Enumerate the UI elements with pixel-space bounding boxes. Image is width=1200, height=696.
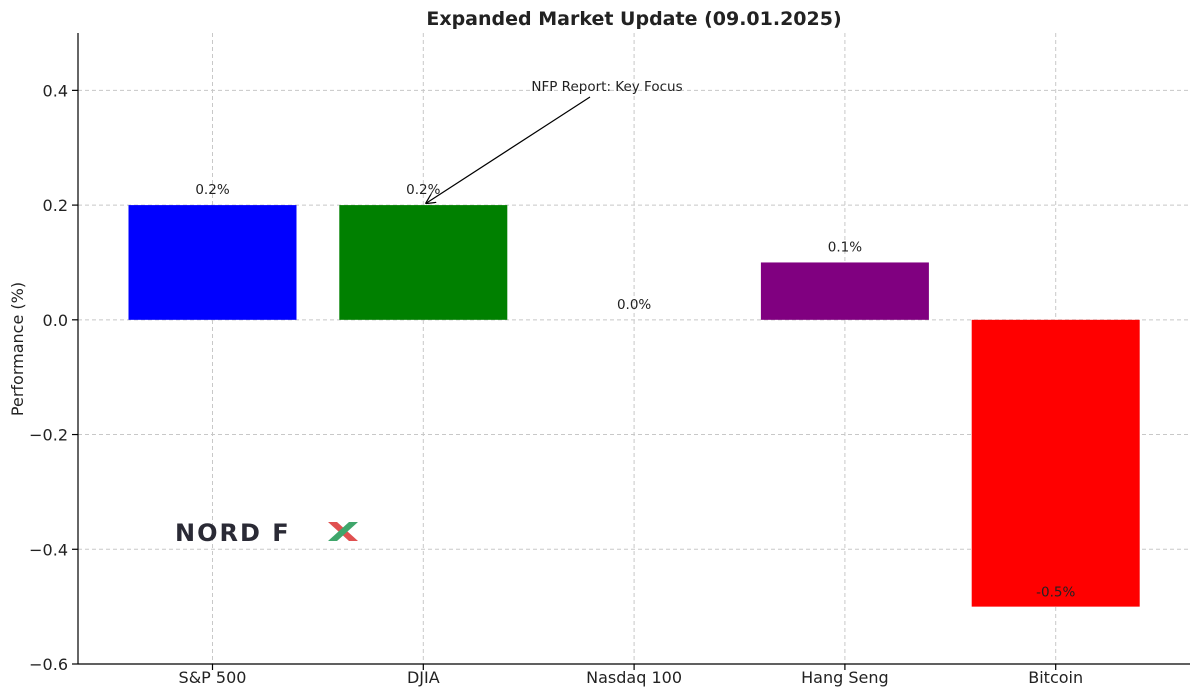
nordfx-logo: NORD F (175, 519, 358, 547)
annotation-text: NFP Report: Key Focus (531, 79, 682, 95)
y-tick-label-3: 0.0 (43, 311, 68, 330)
bar-1 (339, 205, 508, 320)
y-tick-label-4: 0.2 (43, 196, 68, 215)
y-tick-label-1: −0.4 (29, 540, 68, 559)
nfp-annotation: NFP Report: Key Focus (426, 79, 683, 203)
bar-3 (760, 262, 929, 320)
data-label-1: 0.2% (406, 182, 440, 198)
data-labels: 0.2% 0.2% 0.0% 0.1% -0.5% (195, 182, 1075, 601)
chart-title: Expanded Market Update (09.01.2025) (426, 8, 841, 30)
y-ticks: −0.6 −0.4 −0.2 0.0 0.2 0.4 (29, 81, 78, 674)
x-tick-label-4: Bitcoin (1028, 668, 1083, 687)
annotation-arrow (426, 96, 591, 203)
data-label-2: 0.0% (617, 297, 651, 313)
y-axis-label: Performance (%) (8, 282, 27, 416)
vertical-grid (212, 33, 1057, 664)
data-label-4: -0.5% (1036, 585, 1075, 601)
bar-0 (128, 205, 297, 320)
logo-x-mark (328, 522, 358, 541)
data-label-3: 0.1% (828, 239, 862, 255)
bars (128, 205, 1140, 607)
x-tick-label-0: S&P 500 (179, 668, 247, 687)
x-tick-label-1: DJIA (407, 668, 440, 687)
x-tick-label-3: Hang Seng (801, 668, 889, 687)
x-tick-label-2: Nasdaq 100 (586, 668, 682, 687)
x-ticks: S&P 500 DJIA Nasdaq 100 Hang Seng Bitcoin (179, 664, 1083, 687)
logo-text: NORD F (175, 519, 291, 547)
y-tick-label-0: −0.6 (29, 655, 68, 674)
bar-4 (971, 319, 1140, 607)
y-tick-label-2: −0.2 (29, 426, 68, 445)
data-label-0: 0.2% (195, 182, 229, 198)
y-tick-label-5: 0.4 (43, 81, 68, 100)
